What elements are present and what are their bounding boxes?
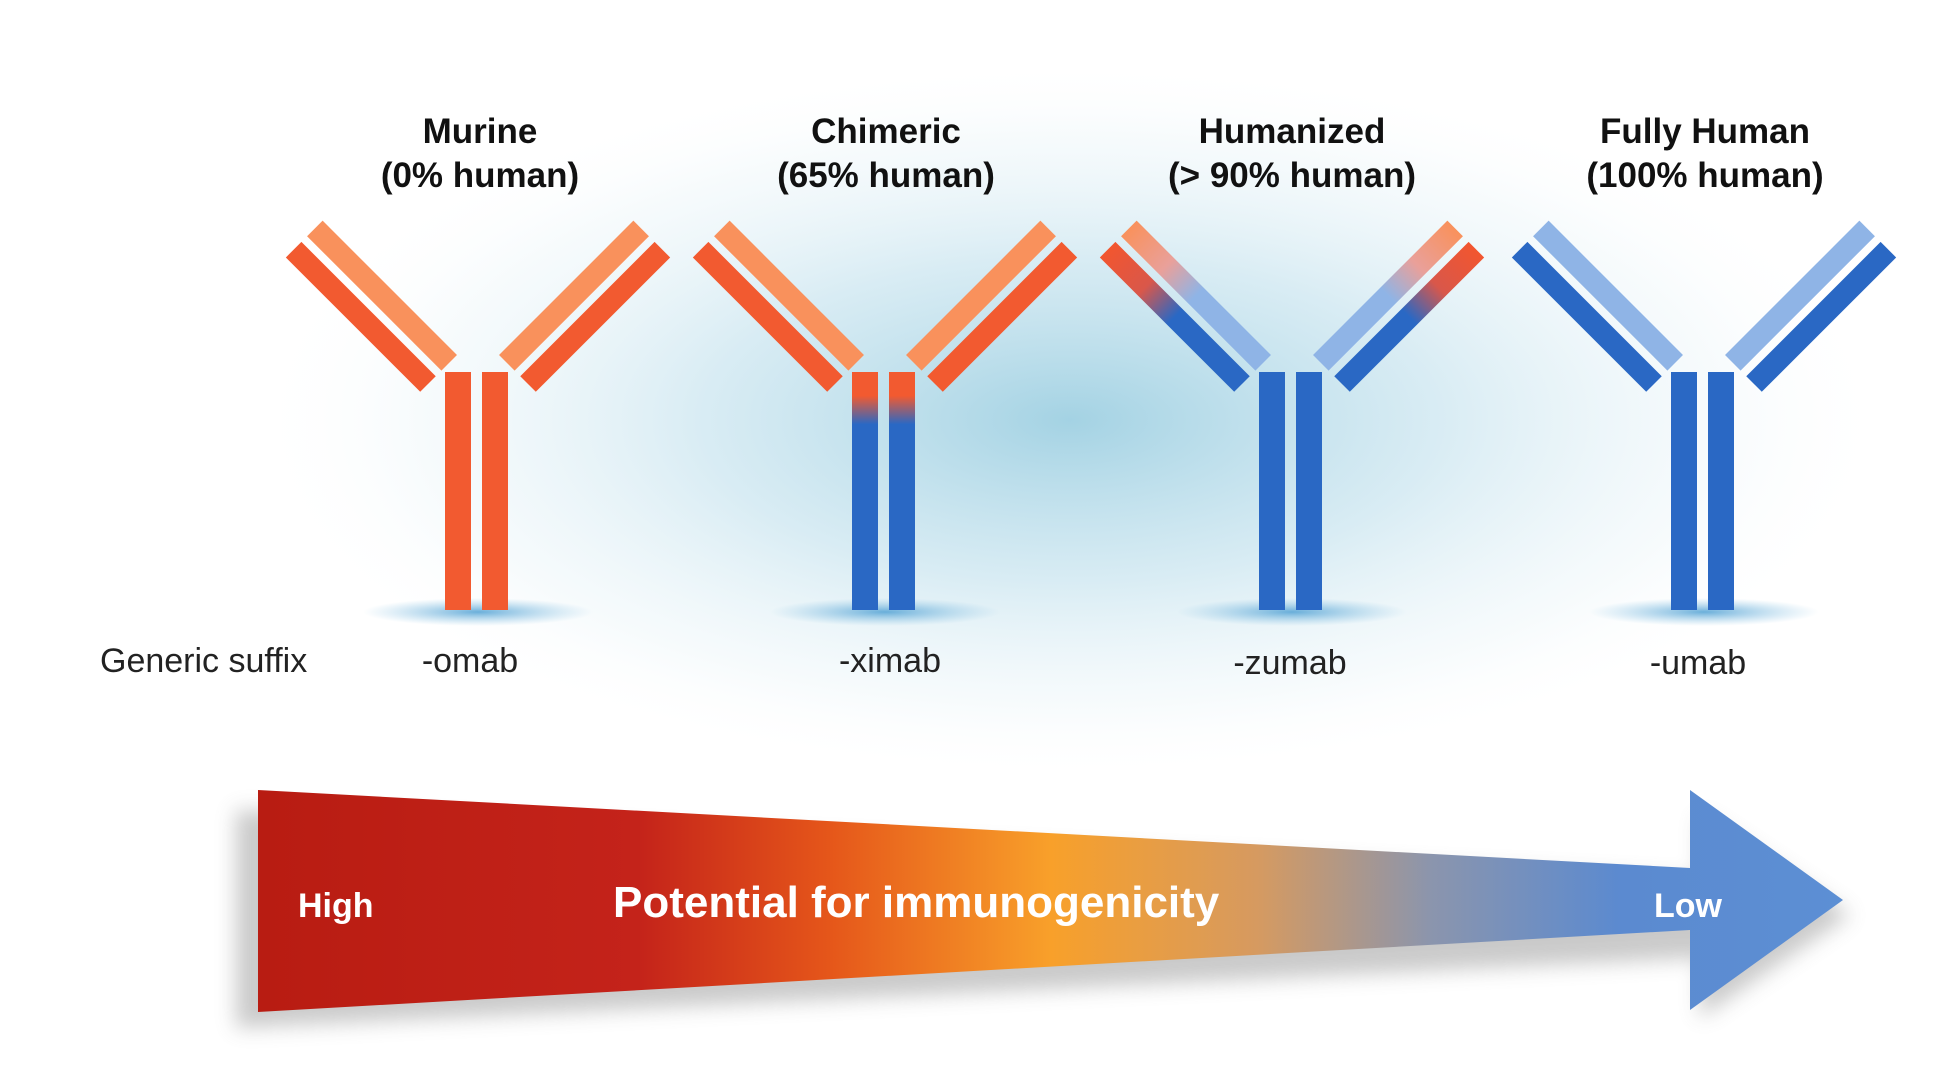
humanized-suffix: -zumab: [1233, 644, 1346, 682]
humanized-name: Humanized: [1199, 112, 1386, 151]
humanized-percent: (> 90% human): [1168, 156, 1416, 195]
generic-suffix-label: Generic suffix: [100, 642, 307, 680]
fully-human-antibody-icon: [1511, 220, 1897, 626]
immunogenicity-arrow: [236, 790, 1850, 1028]
high-label: High: [298, 887, 374, 925]
humanized-antibody-icon: [1099, 220, 1485, 626]
chimeric-percent: (65% human): [777, 156, 995, 195]
chimeric-suffix: -ximab: [839, 642, 941, 680]
chimeric-name: Chimeric: [811, 112, 961, 151]
fully-human-suffix: -umab: [1650, 644, 1746, 682]
background-glow: [250, 60, 1890, 780]
fully-human-name: Fully Human: [1600, 112, 1810, 151]
fully-human-percent: (100% human): [1586, 156, 1823, 195]
murine-suffix: -omab: [422, 642, 518, 680]
immunogenicity-label: Potential for immunogenicity: [613, 878, 1220, 927]
murine-antibody-icon: [285, 220, 671, 626]
murine-percent: (0% human): [381, 156, 579, 195]
low-label: Low: [1654, 887, 1723, 925]
chimeric-antibody-icon: [692, 220, 1078, 626]
murine-name: Murine: [423, 112, 538, 151]
gradient-arrow: [258, 790, 1843, 1012]
